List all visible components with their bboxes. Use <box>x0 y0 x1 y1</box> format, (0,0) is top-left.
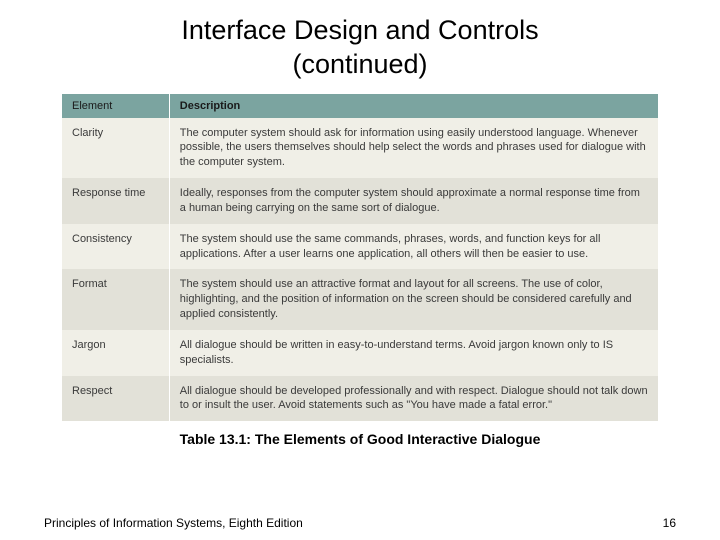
col-header-element: Element <box>62 94 169 118</box>
table-row: Response time Ideally, responses from th… <box>62 178 658 224</box>
cell-element: Respect <box>62 376 169 422</box>
table-row: Respect All dialogue should be developed… <box>62 376 658 422</box>
slide-title: Interface Design and Controls (continued… <box>0 0 720 82</box>
cell-element: Jargon <box>62 330 169 376</box>
table-container: Element Description Clarity The computer… <box>62 94 658 422</box>
cell-element: Consistency <box>62 224 169 270</box>
table-row: Format The system should use an attracti… <box>62 269 658 330</box>
cell-element: Response time <box>62 178 169 224</box>
footer-left: Principles of Information Systems, Eight… <box>44 516 303 530</box>
title-line-2: (continued) <box>292 49 427 79</box>
cell-element: Clarity <box>62 118 169 179</box>
elements-table: Element Description Clarity The computer… <box>62 94 658 422</box>
table-caption: Table 13.1: The Elements of Good Interac… <box>0 431 720 447</box>
col-header-description: Description <box>169 94 658 118</box>
cell-description: The system should use the same commands,… <box>169 224 658 270</box>
title-line-1: Interface Design and Controls <box>181 15 538 45</box>
cell-description: The computer system should ask for infor… <box>169 118 658 179</box>
cell-description: All dialogue should be developed profess… <box>169 376 658 422</box>
table-row: Consistency The system should use the sa… <box>62 224 658 270</box>
table-row: Clarity The computer system should ask f… <box>62 118 658 179</box>
cell-element: Format <box>62 269 169 330</box>
cell-description: All dialogue should be written in easy-t… <box>169 330 658 376</box>
footer: Principles of Information Systems, Eight… <box>44 516 676 530</box>
page-number: 16 <box>663 516 676 530</box>
cell-description: The system should use an attractive form… <box>169 269 658 330</box>
table-row: Jargon All dialogue should be written in… <box>62 330 658 376</box>
cell-description: Ideally, responses from the computer sys… <box>169 178 658 224</box>
